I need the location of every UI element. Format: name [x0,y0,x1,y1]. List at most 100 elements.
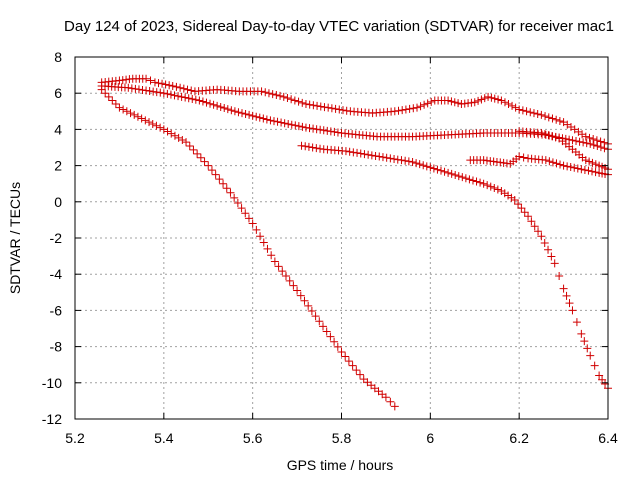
data-point [555,116,564,125]
data-point [131,84,140,93]
data-point [562,291,571,300]
data-point [191,95,200,104]
data-point [189,145,198,154]
data-point [504,100,513,109]
series [97,85,399,411]
data-point [461,174,470,183]
data-point [507,193,516,202]
data-point [301,123,310,132]
data-point [126,109,135,118]
data-point [227,106,236,115]
data-point [142,86,151,95]
data-point [256,232,265,241]
data-point [312,144,321,153]
data-point [222,184,231,193]
data-point [426,163,435,172]
data-point [206,99,215,108]
data-point [422,162,431,171]
data-point [187,86,196,95]
data-point [326,332,335,341]
data-point [263,244,272,253]
data-point [195,96,204,105]
data-point [600,144,609,153]
data-point [583,344,592,353]
data-point [220,104,229,113]
data-point [416,102,425,111]
data-point [276,91,285,100]
data-point [568,136,577,145]
data-point [277,118,286,127]
data-point [226,188,235,197]
data-point [468,176,477,185]
data-point [266,116,275,125]
data-point [484,92,493,101]
data-point [451,171,460,180]
data-point [591,168,600,177]
chart-title: Day 124 of 2023, Sidereal Day-to-day VTE… [64,18,614,35]
data-point [204,161,213,170]
data-point [278,267,287,276]
data-point [320,103,329,112]
data-point [563,162,572,171]
data-point [550,259,559,268]
x-tick-label: 5.4 [154,430,174,446]
data-point [165,81,174,90]
series [97,81,612,154]
data-point [436,166,445,175]
data-point [193,149,202,158]
data-point [244,214,253,223]
data-point [500,98,509,107]
data-point [390,107,399,116]
data-point [381,393,390,402]
y-tick-label: -4 [50,266,63,282]
data-point [248,219,257,228]
data-point [207,166,216,175]
data-point [142,74,151,83]
data-point [552,115,561,124]
data-point [497,186,506,195]
data-point [524,212,533,221]
data-point [493,185,502,194]
data-point [324,103,333,112]
y-tick-label: -6 [50,302,63,318]
data-point [298,122,307,131]
data-point [304,301,313,310]
data-point [465,175,474,184]
data-point [537,110,546,119]
data-point [413,103,422,112]
data-point [408,157,417,166]
data-point [490,94,499,103]
data-point [555,272,564,281]
data-point [547,252,556,261]
data-point [486,182,495,191]
data-point [591,160,600,169]
data-point [301,100,310,109]
y-tick-label: 0 [54,194,62,210]
data-point [423,99,432,108]
data-point [534,227,543,236]
data-point [176,83,185,92]
data-point [397,156,406,165]
data-point [544,245,553,254]
data-point [577,165,586,174]
data-point [296,291,305,300]
data-point [174,92,183,101]
data-point [252,112,261,121]
data-point [311,312,320,321]
series [297,141,612,393]
data-point [319,126,328,135]
data-point [382,153,391,162]
data-point [326,127,335,136]
data-point [202,98,211,107]
data-point [196,153,205,162]
y-tick-label: 8 [54,49,62,65]
y-tick-label: -10 [42,375,62,391]
data-point [559,284,568,293]
data-point [548,114,557,123]
data-point [530,222,539,231]
data-point [309,101,318,110]
data-point [209,100,218,109]
data-point [211,170,220,179]
data-point [577,329,586,338]
data-point [420,100,429,109]
